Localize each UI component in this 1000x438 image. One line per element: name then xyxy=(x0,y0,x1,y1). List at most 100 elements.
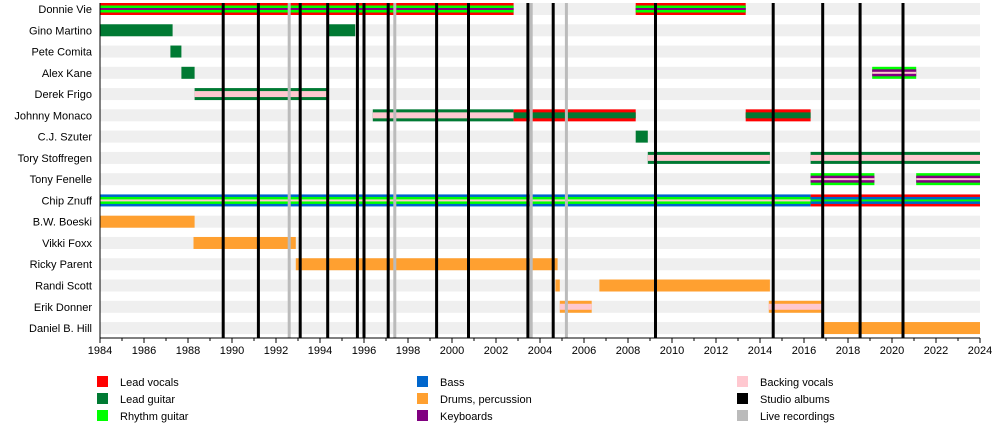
member-name: Gino Martino xyxy=(29,25,92,37)
member-bar-backing-vocals xyxy=(768,303,822,310)
legend-swatch-rhythm-guitar xyxy=(97,410,108,421)
member-name: Alex Kane xyxy=(42,68,92,80)
studio-album-line xyxy=(771,3,775,338)
member-name: B.W. Boeski xyxy=(33,217,92,229)
studio-album-line xyxy=(298,3,302,338)
x-tick-label: 1992 xyxy=(264,345,288,357)
member-bar-lead-guitar xyxy=(100,24,173,37)
x-tick-label: 2010 xyxy=(660,345,684,357)
member-bar-backing-vocals xyxy=(100,199,811,202)
x-tick-label: 1988 xyxy=(176,345,200,357)
x-tick-label: 2016 xyxy=(792,345,816,357)
member-name: C.J. Szuter xyxy=(38,132,93,144)
legend-swatch-lead-guitar xyxy=(97,393,108,404)
live-recording-line xyxy=(393,3,397,338)
x-tick-label: 2024 xyxy=(968,345,992,357)
member-bar-drums xyxy=(599,279,770,292)
x-tick-label: 2014 xyxy=(748,345,772,357)
legend-swatch-backing-vocals xyxy=(737,376,748,387)
x-tick-label: 1990 xyxy=(220,345,244,357)
live-recording-line xyxy=(287,3,291,338)
row-background xyxy=(100,66,980,79)
legend-label: Backing vocals xyxy=(760,377,834,389)
legend-label: Keyboards xyxy=(440,411,493,423)
member-bar-backing-vocals xyxy=(872,71,917,74)
x-tick-label: 2000 xyxy=(440,345,464,357)
studio-album-line xyxy=(386,3,390,338)
x-tick-label: 2018 xyxy=(836,345,860,357)
member-name: Daniel B. Hill xyxy=(29,323,92,335)
row-background xyxy=(100,300,980,313)
studio-album-line xyxy=(435,3,439,338)
legend-swatch-lead-vocals xyxy=(97,376,108,387)
member-bar-keyboards xyxy=(635,8,746,10)
member-name: Randi Scott xyxy=(35,281,92,293)
member-bar-backing-vocals xyxy=(916,178,980,181)
legend-swatch-drums xyxy=(417,393,428,404)
x-tick-label: 1998 xyxy=(396,345,420,357)
member-bars xyxy=(100,3,980,335)
member-bar-lead-guitar xyxy=(326,24,356,37)
x-axis: 1984 1986 1988 1990 1992 1994 1996 1998 2000 2002… xyxy=(88,3,992,357)
member-name: Chip Znuff xyxy=(41,195,92,207)
member-name: Donnie Vie xyxy=(38,4,92,16)
legend-label: Rhythm guitar xyxy=(120,411,189,423)
album-lines xyxy=(221,3,905,338)
studio-album-line xyxy=(654,3,657,338)
member-bar-backing-vocals xyxy=(372,112,514,119)
row-background xyxy=(100,215,980,228)
member-bar-backing-vocals xyxy=(559,303,592,310)
member-name: Tony Fenelle xyxy=(30,174,92,186)
studio-album-line xyxy=(326,3,330,338)
member-name: Derek Frigo xyxy=(35,89,92,101)
x-tick-label: 2022 xyxy=(924,345,948,357)
studio-album-line xyxy=(221,3,225,338)
row-background xyxy=(100,130,980,143)
member-name: Ricky Parent xyxy=(30,259,92,271)
legend-label: Lead vocals xyxy=(120,377,179,389)
x-tick-label: 1994 xyxy=(308,345,332,357)
x-tick-label: 1986 xyxy=(132,345,156,357)
legend-label: Live recordings xyxy=(760,411,835,423)
x-tick-label: 2004 xyxy=(528,345,552,357)
studio-album-line xyxy=(256,3,260,338)
studio-album-line xyxy=(551,3,555,338)
live-recording-line xyxy=(529,3,533,338)
x-tick-label: 2008 xyxy=(616,345,640,357)
legend-label: Lead guitar xyxy=(120,394,175,406)
row-backgrounds xyxy=(100,3,980,335)
legend-label: Drums, percussion xyxy=(440,394,532,406)
member-name: Johnny Monaco xyxy=(14,110,92,122)
legend-swatch-studio xyxy=(737,393,748,404)
studio-album-line xyxy=(526,3,530,338)
member-name: Erik Donner xyxy=(34,302,92,314)
member-bar-drums xyxy=(822,322,980,335)
member-bar-lead-guitar xyxy=(635,130,648,143)
member-bar-backing-vocals xyxy=(810,178,875,181)
row-background xyxy=(100,173,980,186)
member-bar-drums xyxy=(295,258,558,271)
x-tick-label: 2012 xyxy=(704,345,728,357)
legend-label: Bass xyxy=(440,377,465,389)
member-name: Pete Comita xyxy=(31,47,92,59)
row-background xyxy=(100,322,980,335)
x-tick-label: 1984 xyxy=(88,345,112,357)
x-tick-label: 2020 xyxy=(880,345,904,357)
x-tick-label: 1996 xyxy=(352,345,376,357)
row-background xyxy=(100,45,980,58)
member-bar-lead-guitar xyxy=(170,45,182,58)
member-bar-lead-guitar xyxy=(745,112,811,119)
x-tick-label: 2002 xyxy=(484,345,508,357)
live-recording-line xyxy=(564,3,568,338)
row-background xyxy=(100,279,980,292)
legend: Lead vocals Lead guitar Rhythm guitar Bass D… xyxy=(97,376,835,423)
member-bar-lead-guitar xyxy=(513,112,636,119)
legend-swatch-live xyxy=(737,410,748,421)
legend-swatch-bass xyxy=(417,376,428,387)
member-bar-lead-guitar xyxy=(181,66,195,79)
studio-album-line xyxy=(858,3,862,338)
member-bar-backing-vocals xyxy=(647,154,770,161)
member-bar-backing-vocals xyxy=(194,91,329,98)
studio-album-line xyxy=(901,3,905,338)
